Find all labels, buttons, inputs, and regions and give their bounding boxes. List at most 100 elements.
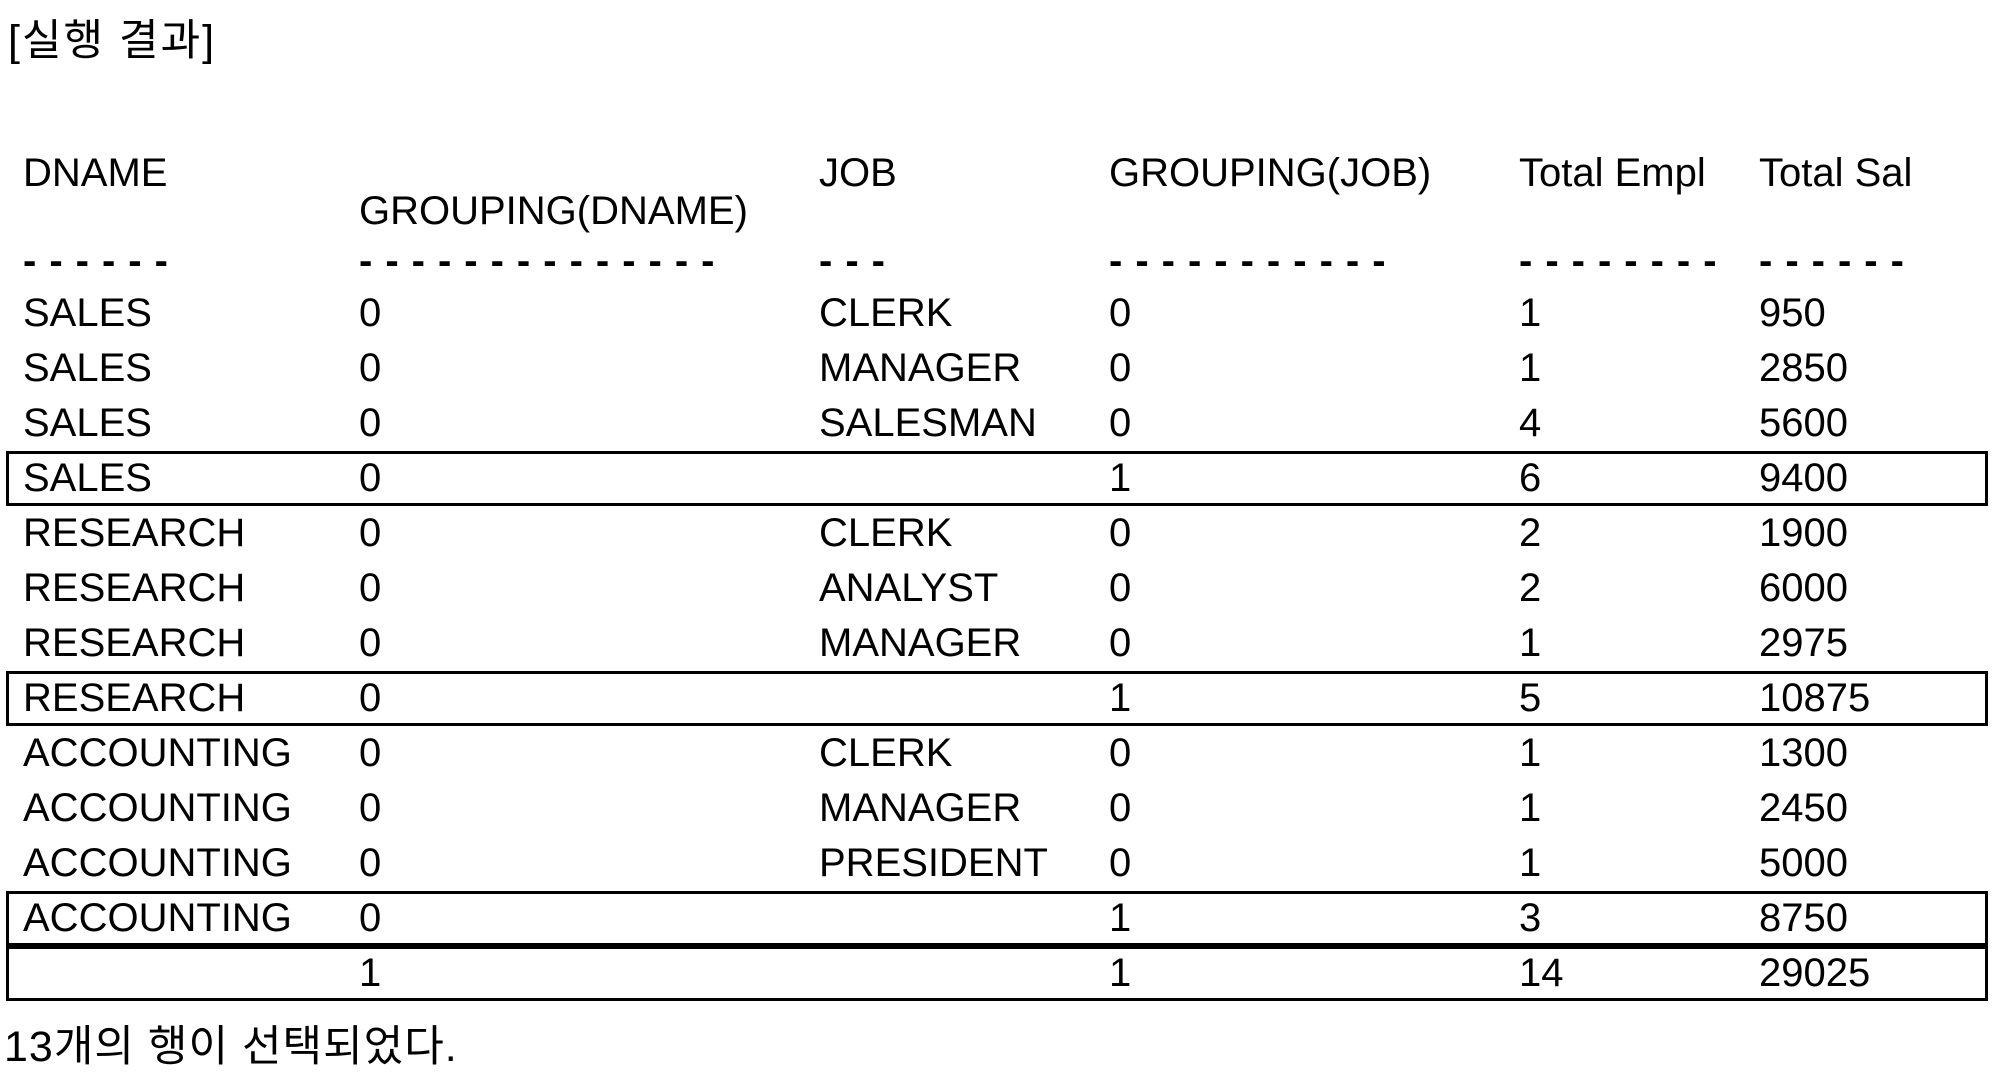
cell-dname <box>9 949 359 998</box>
table-row: SALES 0 MANAGER 0 1 2850 <box>6 341 1988 396</box>
table-row: ACCOUNTING 0 CLERK 0 1 1300 <box>6 726 1988 781</box>
cell-grouping-dname: 0 <box>359 291 382 335</box>
cell-grouping-dname: 1 <box>359 951 382 995</box>
cell-job <box>819 894 1109 943</box>
column-header-total-sal: Total Sal <box>1759 151 1913 195</box>
cell-dname: SALES <box>23 291 152 335</box>
cell-total-sal: 5000 <box>1759 841 1848 885</box>
cell-grouping-job: 0 <box>1109 841 1132 885</box>
table-row: RESEARCH 0 ANALYST 0 2 6000 <box>6 561 1988 616</box>
cell-dname: RESEARCH <box>23 511 246 555</box>
cell-total-empl: 1 <box>1519 621 1542 665</box>
cell-job: SALESMAN <box>819 401 1037 445</box>
cell-grouping-dname: 0 <box>359 346 382 390</box>
table-row: SALES 0 SALESMAN 0 4 5600 <box>6 396 1988 451</box>
cell-grouping-job: 0 <box>1109 786 1132 830</box>
cell-grouping-job: 0 <box>1109 291 1132 335</box>
cell-total-empl: 6 <box>1519 456 1542 500</box>
cell-total-sal: 1900 <box>1759 511 1848 555</box>
cell-grouping-dname: 0 <box>359 896 382 940</box>
column-underline-dname: ------ <box>23 239 181 283</box>
cell-total-empl: 1 <box>1519 841 1542 885</box>
cell-job: ANALYST <box>819 566 999 610</box>
cell-dname: ACCOUNTING <box>23 786 292 830</box>
cell-total-sal: 2975 <box>1759 621 1848 665</box>
table-row: SALES 0 CLERK 0 1 950 <box>6 286 1988 341</box>
cell-grouping-job: 1 <box>1109 456 1132 500</box>
cell-job: MANAGER <box>819 621 1022 665</box>
cell-dname: RESEARCH <box>23 566 246 610</box>
column-header-job: JOB <box>819 151 897 195</box>
cell-job: CLERK <box>819 731 953 775</box>
cell-dname: RESEARCH <box>23 676 246 720</box>
cell-dname: ACCOUNTING <box>23 896 292 940</box>
cell-dname: ACCOUNTING <box>23 731 292 775</box>
column-header-grouping-dname: GROUPING(DNAME) <box>359 189 748 233</box>
cell-dname: SALES <box>23 456 152 500</box>
cell-total-empl: 4 <box>1519 401 1542 445</box>
cell-total-sal: 950 <box>1759 291 1826 335</box>
cell-grouping-dname: 0 <box>359 401 382 445</box>
cell-total-empl: 2 <box>1519 566 1542 610</box>
column-underline-grouping-dname: -------------- <box>359 239 728 283</box>
cell-total-sal: 9400 <box>1759 456 1848 500</box>
cell-grouping-job: 0 <box>1109 401 1132 445</box>
table-row: ACCOUNTING 0 MANAGER 0 1 2450 <box>6 781 1988 836</box>
column-header-dname: DNAME <box>23 151 168 195</box>
cell-grouping-dname: 0 <box>359 786 382 830</box>
column-underline-job: --- <box>819 239 898 283</box>
cell-grouping-dname: 0 <box>359 841 382 885</box>
cell-total-empl: 1 <box>1519 346 1542 390</box>
cell-total-empl: 5 <box>1519 676 1542 720</box>
cell-job: MANAGER <box>819 786 1022 830</box>
column-underline-grouping-job: ----------- <box>1109 239 1399 283</box>
cell-grouping-job: 0 <box>1109 731 1132 775</box>
cell-total-sal: 2850 <box>1759 346 1848 390</box>
sql-result-table: DNAME GROUPING(DNAME) JOB GROUPING(JOB) … <box>6 148 1988 1001</box>
cell-job: CLERK <box>819 511 953 555</box>
cell-job: MANAGER <box>819 346 1022 390</box>
table-row-grand-total: 1 1 14 29025 <box>6 946 1988 1001</box>
cell-total-empl: 2 <box>1519 511 1542 555</box>
rows-selected-message: 13개의 행이 선택되었다. <box>4 1023 458 1071</box>
table-row: RESEARCH 0 MANAGER 0 1 2975 <box>6 616 1988 671</box>
page-title: [실행 결과] <box>8 17 217 65</box>
cell-dname: RESEARCH <box>23 621 246 665</box>
cell-grouping-job: 1 <box>1109 676 1132 720</box>
cell-grouping-dname: 0 <box>359 731 382 775</box>
cell-grouping-job: 0 <box>1109 511 1132 555</box>
cell-grouping-job: 0 <box>1109 346 1132 390</box>
table-row-subtotal: RESEARCH 0 1 5 10875 <box>6 671 1988 726</box>
column-underline-total-empl: -------- <box>1519 239 1730 283</box>
table-row-subtotal: ACCOUNTING 0 1 3 8750 <box>6 891 1988 946</box>
cell-dname: SALES <box>23 401 152 445</box>
cell-total-empl: 1 <box>1519 731 1542 775</box>
cell-grouping-dname: 0 <box>359 456 382 500</box>
header-underline-row: ------ -------------- --- ----------- --… <box>6 240 1988 286</box>
cell-total-sal: 6000 <box>1759 566 1848 610</box>
cell-total-sal: 29025 <box>1759 951 1871 995</box>
table-row: ACCOUNTING 0 PRESIDENT 0 1 5000 <box>6 836 1988 891</box>
column-header-total-empl: Total Empl <box>1519 151 1706 195</box>
cell-job <box>819 949 1109 998</box>
cell-total-empl: 1 <box>1519 291 1542 335</box>
cell-grouping-job: 0 <box>1109 621 1132 665</box>
table-row-subtotal: SALES 0 1 6 9400 <box>6 451 1988 506</box>
column-header-grouping-job: GROUPING(JOB) <box>1109 151 1432 195</box>
cell-total-sal: 2450 <box>1759 786 1848 830</box>
cell-total-sal: 10875 <box>1759 676 1871 720</box>
cell-grouping-dname: 0 <box>359 511 382 555</box>
table-row: RESEARCH 0 CLERK 0 2 1900 <box>6 506 1988 561</box>
cell-total-sal: 5600 <box>1759 401 1848 445</box>
cell-grouping-dname: 0 <box>359 676 382 720</box>
cell-grouping-job: 1 <box>1109 896 1132 940</box>
cell-total-sal: 1300 <box>1759 731 1848 775</box>
column-underline-total-sal: ------ <box>1759 239 1917 283</box>
cell-grouping-dname: 0 <box>359 621 382 665</box>
cell-grouping-job: 0 <box>1109 566 1132 610</box>
cell-total-empl: 14 <box>1519 951 1564 995</box>
cell-job <box>819 454 1109 503</box>
cell-job <box>819 674 1109 723</box>
cell-job: PRESIDENT <box>819 841 1048 885</box>
cell-grouping-dname: 0 <box>359 566 382 610</box>
